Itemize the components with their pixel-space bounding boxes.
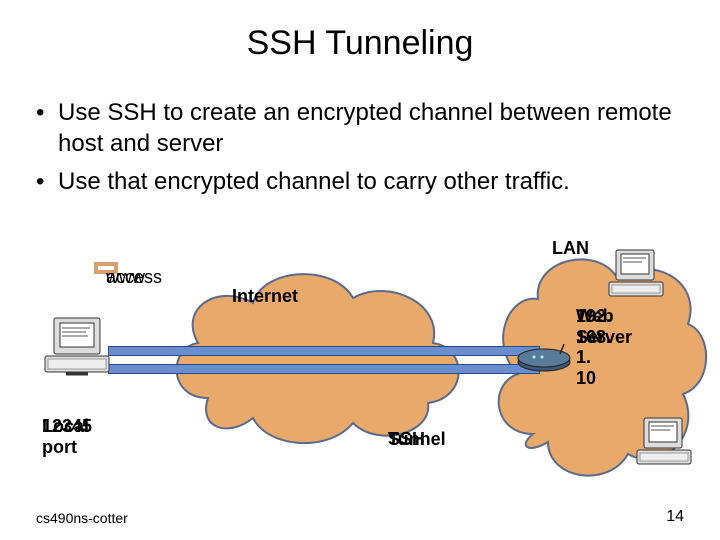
slide-title: SSH Tunneling xyxy=(0,24,720,63)
bullet-text: Use SSH to create an encrypted channel b… xyxy=(58,98,680,159)
bullet-item: • Use that encrypted channel to carry ot… xyxy=(36,167,680,198)
tunnel-bottom-bar xyxy=(108,364,540,374)
footer-page-number: 14 xyxy=(666,508,684,526)
footer-left: cs490ns-cotter xyxy=(36,510,128,526)
local-port-value: 12345 xyxy=(42,416,92,437)
web-server-computer-icon xyxy=(606,248,666,304)
tunnel-top-bar xyxy=(108,346,540,356)
slide: SSH Tunneling • Use SSH to create an enc… xyxy=(0,0,720,540)
web-server-ip: 192. 168. 1. 10 xyxy=(576,306,611,389)
ssh-tunnel-line2: Tunnel xyxy=(388,430,446,450)
www-access-line2: access xyxy=(106,268,162,288)
router-icon xyxy=(516,344,572,374)
bullet-dot: • xyxy=(36,167,58,198)
network-diagram: www access Internet LAN Web Server 192. … xyxy=(0,240,720,540)
bullet-dot: • xyxy=(36,98,58,159)
bullet-text: Use that encrypted channel to carry othe… xyxy=(58,167,570,198)
local-computer-icon xyxy=(42,316,114,382)
lan-label: LAN xyxy=(552,238,589,259)
internet-label: Internet xyxy=(232,286,298,307)
bullet-item: • Use SSH to create an encrypted channel… xyxy=(36,98,680,159)
bullet-list: • Use SSH to create an encrypted channel… xyxy=(36,98,680,206)
lan-computer-icon xyxy=(634,416,694,472)
www-access-label-box: www access xyxy=(94,262,118,274)
